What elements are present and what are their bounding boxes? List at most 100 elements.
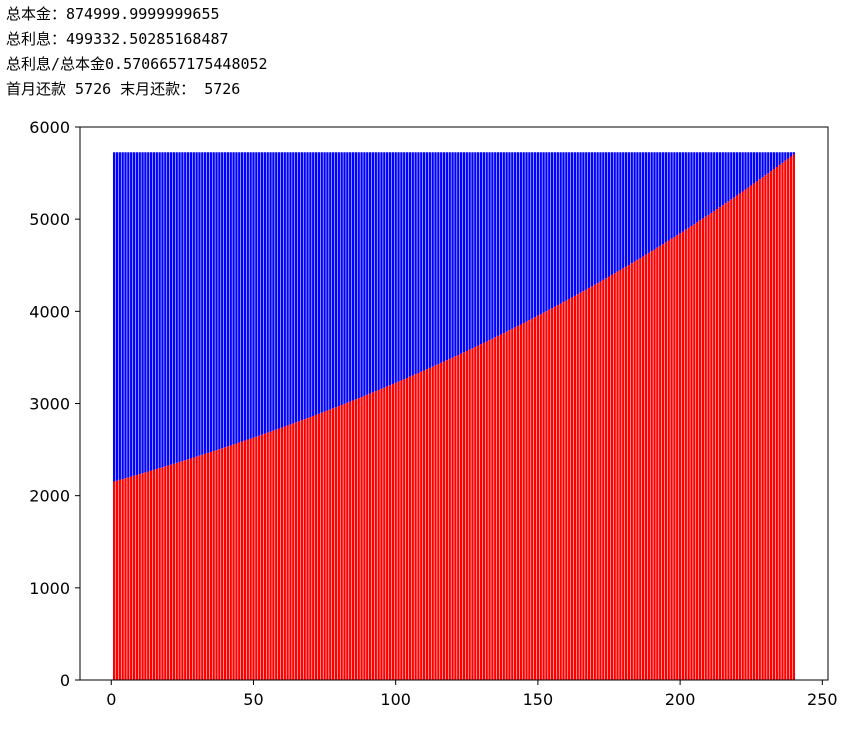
x-tick-label: 100 [380, 690, 411, 709]
bar-segment [715, 152, 719, 210]
bar-segment [630, 263, 633, 680]
bar-segment [172, 463, 175, 680]
bar-segment [761, 177, 764, 680]
bar-segment [374, 152, 377, 392]
bar-segment [647, 252, 650, 681]
bar-segment [172, 152, 175, 464]
bar-segment [246, 439, 249, 680]
y-tick-label: 5000 [29, 210, 70, 229]
bar-segment [144, 152, 147, 473]
bar-segment [710, 212, 713, 680]
bar-segment [755, 181, 759, 680]
bar-segment [713, 152, 716, 211]
bar-segment [431, 366, 434, 680]
bar-segment [499, 334, 503, 680]
bar-segment [514, 327, 517, 680]
bar-segment [704, 216, 707, 680]
bar-segment [519, 152, 522, 325]
bar-segment [249, 152, 252, 439]
bar-segment [701, 152, 704, 219]
bar-segment [397, 152, 400, 382]
bar-segment [789, 156, 793, 680]
bar-segment [260, 152, 264, 435]
bar-segment [337, 152, 340, 407]
bar-segment [411, 375, 414, 680]
bar-segment [221, 152, 224, 449]
bar-segment [158, 152, 161, 469]
output-line: 总利息：499332.50285168487 [6, 30, 229, 48]
bar-segment [579, 292, 582, 680]
bar-segment [417, 152, 420, 373]
bar-segment [277, 428, 281, 680]
bar-segment [462, 352, 466, 680]
bar-segment [280, 152, 284, 428]
bar-segment [215, 450, 218, 680]
bar-segment [508, 152, 511, 331]
bar-segment [522, 152, 525, 324]
bar-segment [141, 473, 144, 680]
bar-segment [630, 152, 633, 264]
bar-segment [138, 152, 141, 475]
bar-segment [616, 271, 619, 680]
bar-segment [738, 193, 741, 681]
bar-segment [576, 294, 579, 680]
bar-segment [710, 152, 713, 213]
bar-segment [593, 284, 596, 680]
bar-segment [340, 404, 343, 680]
bar-segment [741, 152, 744, 192]
bar-segment [787, 158, 790, 680]
bar-segment [323, 411, 326, 680]
bar-segment [499, 152, 503, 335]
bar-segment [383, 152, 386, 388]
bar-segment [440, 362, 443, 680]
bar-segment [596, 152, 599, 284]
bar-segment [272, 430, 275, 680]
bar-segment [767, 173, 770, 680]
bar-segment [724, 152, 727, 204]
bar-segment [300, 420, 303, 680]
bar-segment [346, 402, 349, 680]
bar-segment [212, 451, 215, 680]
bar-segment [644, 152, 648, 255]
bar-segment [121, 152, 124, 480]
bar-segment [186, 152, 190, 460]
bar-segment [747, 187, 750, 680]
bar-segment [431, 152, 434, 367]
bar-segment [320, 152, 323, 413]
x-tick-label: 0 [106, 690, 116, 709]
bar-segment [767, 152, 770, 174]
bar-segment [414, 374, 417, 680]
bar-segment [386, 386, 389, 680]
bar-segment [323, 152, 326, 412]
bar-segment [363, 395, 366, 680]
bar-segment [485, 152, 488, 342]
bar-segment [667, 152, 670, 241]
bar-segment [718, 207, 722, 680]
bar-segment [309, 417, 312, 680]
bar-segment [400, 152, 403, 381]
output-line: 总利息/总本金0.5706657175448052 [6, 55, 268, 73]
bar-segment [482, 152, 486, 343]
bar-segment [204, 152, 207, 454]
bar-segment [562, 152, 565, 303]
bar-segment [340, 152, 343, 405]
bar-segment [437, 364, 440, 680]
bar-segment [286, 152, 289, 426]
bar-segment [292, 152, 295, 424]
bar-segment [440, 152, 443, 363]
bar-segment [761, 152, 764, 178]
bar-segment [371, 152, 375, 393]
bar-segment [573, 295, 577, 680]
bar-segment [280, 427, 284, 680]
bar-segment [331, 408, 335, 680]
bar-segment [550, 152, 554, 309]
bar-segment [752, 152, 756, 184]
bar-segment [556, 152, 559, 306]
bar-segment [585, 152, 588, 290]
bar-segment [664, 152, 668, 243]
bar-segment [132, 475, 136, 680]
bar-segment [329, 409, 332, 680]
bar-segment [721, 152, 724, 206]
bar-segment [681, 231, 685, 680]
bar-segment [229, 152, 232, 446]
